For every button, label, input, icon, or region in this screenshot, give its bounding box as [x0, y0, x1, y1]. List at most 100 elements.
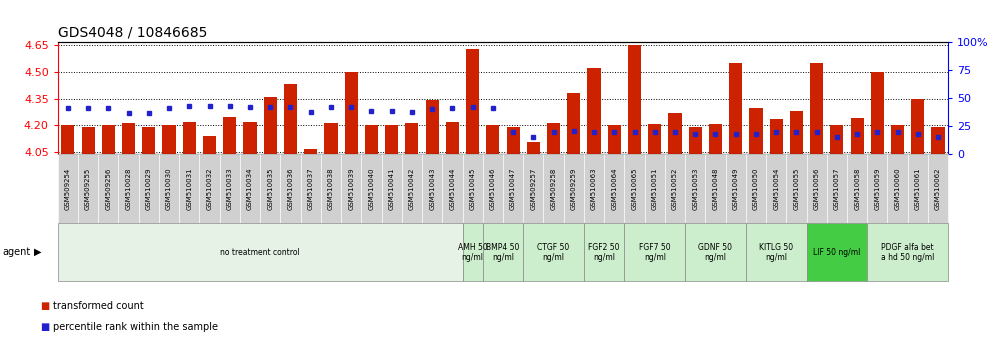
- Bar: [527, 142, 540, 154]
- Text: GSM510033: GSM510033: [227, 167, 233, 210]
- Text: GSM510046: GSM510046: [490, 167, 496, 210]
- Text: GSM509254: GSM509254: [65, 167, 71, 210]
- Bar: [931, 127, 944, 154]
- Text: GSM510060: GSM510060: [894, 167, 900, 210]
- Text: GSM510035: GSM510035: [267, 167, 273, 210]
- Bar: [770, 119, 783, 154]
- Text: GSM510063: GSM510063: [591, 167, 597, 210]
- Text: FGF2 50
ng/ml: FGF2 50 ng/ml: [589, 242, 620, 262]
- Text: GSM510036: GSM510036: [288, 167, 294, 210]
- Text: ▶: ▶: [34, 247, 42, 257]
- Text: GSM510048: GSM510048: [712, 167, 718, 210]
- Text: GSM510047: GSM510047: [510, 167, 516, 210]
- Text: GSM510030: GSM510030: [166, 167, 172, 210]
- Text: GSM510052: GSM510052: [672, 167, 678, 210]
- Text: GSM510028: GSM510028: [125, 167, 131, 210]
- Bar: [325, 123, 338, 154]
- Bar: [82, 127, 95, 154]
- Bar: [284, 84, 297, 154]
- Text: GSM510029: GSM510029: [145, 167, 151, 210]
- Text: GSM510057: GSM510057: [834, 167, 840, 210]
- Bar: [831, 125, 844, 154]
- Text: GSM510031: GSM510031: [186, 167, 192, 210]
- Text: GSM510059: GSM510059: [874, 167, 880, 210]
- Bar: [264, 97, 277, 154]
- Text: GSM510053: GSM510053: [692, 167, 698, 210]
- Text: GSM510061: GSM510061: [915, 167, 921, 210]
- Text: GSM510043: GSM510043: [429, 167, 435, 210]
- Text: CTGF 50
ng/ml: CTGF 50 ng/ml: [538, 242, 570, 262]
- Text: GDS4048 / 10846685: GDS4048 / 10846685: [58, 26, 207, 40]
- Bar: [588, 68, 601, 154]
- Text: AMH 50
ng/ml: AMH 50 ng/ml: [458, 242, 487, 262]
- Bar: [648, 124, 661, 154]
- Bar: [62, 125, 75, 154]
- Bar: [608, 125, 621, 154]
- Text: no treatment control: no treatment control: [220, 248, 300, 257]
- Bar: [102, 125, 115, 154]
- Bar: [345, 72, 358, 154]
- Text: KITLG 50
ng/ml: KITLG 50 ng/ml: [759, 242, 793, 262]
- Bar: [466, 49, 479, 154]
- Bar: [627, 45, 641, 154]
- Bar: [182, 122, 196, 154]
- Bar: [688, 127, 702, 154]
- Text: GDNF 50
ng/ml: GDNF 50 ng/ml: [698, 242, 732, 262]
- Bar: [851, 118, 864, 154]
- Text: agent: agent: [2, 247, 30, 257]
- Bar: [709, 124, 722, 154]
- Text: GSM509259: GSM509259: [571, 167, 577, 210]
- Bar: [668, 113, 681, 154]
- Text: GSM510042: GSM510042: [409, 167, 415, 210]
- Bar: [162, 125, 175, 154]
- Text: GSM510050: GSM510050: [753, 167, 759, 210]
- Bar: [425, 101, 438, 154]
- Text: GSM510038: GSM510038: [328, 167, 334, 210]
- Bar: [911, 99, 924, 154]
- Text: GSM509256: GSM509256: [106, 167, 112, 210]
- Text: GSM510055: GSM510055: [794, 167, 800, 210]
- Text: GSM510040: GSM510040: [369, 167, 374, 210]
- Text: GSM509257: GSM509257: [530, 167, 536, 210]
- Bar: [871, 72, 883, 154]
- Bar: [123, 123, 135, 154]
- Text: ■: ■: [40, 301, 49, 311]
- Text: transformed count: transformed count: [53, 301, 143, 311]
- Bar: [243, 122, 257, 154]
- Text: GSM510049: GSM510049: [733, 167, 739, 210]
- Bar: [223, 118, 236, 154]
- Bar: [142, 127, 155, 154]
- Text: LIF 50 ng/ml: LIF 50 ng/ml: [813, 248, 861, 257]
- Text: GSM510045: GSM510045: [470, 167, 476, 210]
- Bar: [405, 123, 418, 154]
- Bar: [790, 111, 803, 154]
- Text: GSM510039: GSM510039: [349, 167, 355, 210]
- Bar: [446, 122, 459, 154]
- Text: GSM510044: GSM510044: [449, 167, 455, 210]
- Text: GSM509258: GSM509258: [551, 167, 557, 210]
- Text: GSM510062: GSM510062: [935, 167, 941, 210]
- Text: GSM510056: GSM510056: [814, 167, 820, 210]
- Bar: [385, 125, 398, 154]
- Text: BMP4 50
ng/ml: BMP4 50 ng/ml: [486, 242, 520, 262]
- Text: PDGF alfa bet
a hd 50 ng/ml: PDGF alfa bet a hd 50 ng/ml: [881, 242, 934, 262]
- Bar: [203, 136, 216, 154]
- Text: GSM510032: GSM510032: [206, 167, 212, 210]
- Bar: [749, 108, 763, 154]
- Bar: [891, 125, 904, 154]
- Bar: [568, 93, 581, 154]
- Text: GSM510034: GSM510034: [247, 167, 253, 210]
- Bar: [729, 63, 742, 154]
- Text: GSM510065: GSM510065: [631, 167, 637, 210]
- Text: ■: ■: [40, 322, 49, 332]
- Bar: [486, 125, 499, 154]
- Text: FGF7 50
ng/ml: FGF7 50 ng/ml: [639, 242, 670, 262]
- Text: GSM509255: GSM509255: [85, 167, 91, 210]
- Text: GSM510037: GSM510037: [308, 167, 314, 210]
- Bar: [547, 123, 560, 154]
- Bar: [507, 127, 520, 154]
- Text: GSM510058: GSM510058: [855, 167, 861, 210]
- Bar: [810, 63, 824, 154]
- Text: GSM510064: GSM510064: [612, 167, 618, 210]
- Text: GSM510051: GSM510051: [651, 167, 657, 210]
